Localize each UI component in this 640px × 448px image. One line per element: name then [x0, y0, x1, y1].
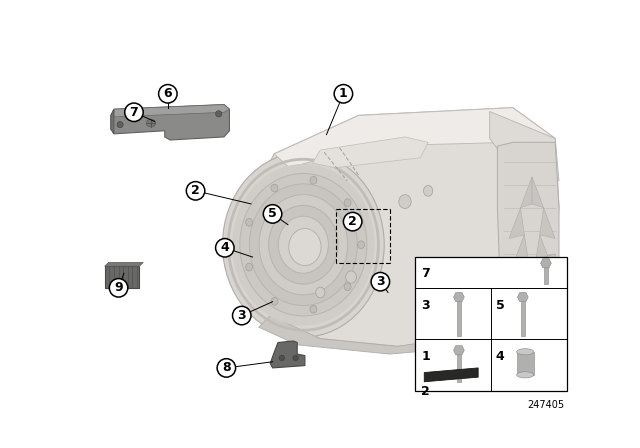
- Ellipse shape: [232, 164, 374, 326]
- Text: 5: 5: [268, 207, 277, 220]
- Ellipse shape: [246, 263, 253, 271]
- Polygon shape: [541, 258, 551, 268]
- Ellipse shape: [424, 185, 433, 196]
- Ellipse shape: [117, 121, 123, 128]
- Bar: [415, 257, 568, 391]
- Circle shape: [216, 238, 234, 257]
- Text: 3: 3: [237, 309, 246, 322]
- Text: 8: 8: [222, 362, 230, 375]
- Bar: [105, 266, 140, 288]
- Ellipse shape: [358, 241, 365, 249]
- Circle shape: [125, 103, 143, 121]
- Polygon shape: [454, 293, 464, 302]
- Polygon shape: [497, 254, 559, 339]
- Bar: [520, 297, 525, 336]
- Ellipse shape: [147, 119, 156, 127]
- Circle shape: [109, 279, 128, 297]
- Polygon shape: [270, 341, 305, 368]
- Ellipse shape: [316, 287, 325, 298]
- Polygon shape: [520, 177, 532, 208]
- Polygon shape: [259, 315, 513, 354]
- Text: 6: 6: [164, 87, 172, 100]
- Ellipse shape: [344, 199, 351, 207]
- Polygon shape: [509, 208, 524, 238]
- Ellipse shape: [279, 355, 285, 361]
- Ellipse shape: [293, 355, 298, 361]
- Text: 9: 9: [115, 281, 123, 294]
- Ellipse shape: [271, 297, 278, 305]
- Circle shape: [334, 85, 353, 103]
- Polygon shape: [111, 109, 114, 134]
- Text: 7: 7: [129, 106, 138, 119]
- Text: 2: 2: [191, 184, 200, 197]
- Ellipse shape: [271, 184, 278, 192]
- Circle shape: [344, 212, 362, 231]
- Ellipse shape: [289, 228, 321, 266]
- Text: 1: 1: [421, 350, 430, 363]
- Text: 4: 4: [496, 350, 504, 363]
- Text: 3: 3: [376, 275, 385, 288]
- Bar: [456, 350, 461, 382]
- Ellipse shape: [216, 111, 221, 117]
- Bar: [516, 352, 534, 375]
- Ellipse shape: [269, 206, 338, 284]
- Polygon shape: [497, 142, 559, 339]
- Polygon shape: [274, 108, 555, 168]
- Text: 247405: 247405: [527, 400, 564, 410]
- Polygon shape: [105, 263, 143, 266]
- Ellipse shape: [344, 283, 351, 291]
- Ellipse shape: [278, 216, 328, 273]
- Text: 5: 5: [496, 299, 504, 312]
- Polygon shape: [540, 208, 555, 238]
- Text: 7: 7: [421, 267, 430, 280]
- Bar: [456, 297, 461, 336]
- Circle shape: [159, 85, 177, 103]
- Polygon shape: [490, 112, 559, 181]
- Ellipse shape: [250, 184, 357, 306]
- Circle shape: [232, 306, 251, 325]
- Ellipse shape: [516, 372, 534, 378]
- Ellipse shape: [240, 173, 367, 316]
- Polygon shape: [424, 368, 478, 382]
- Ellipse shape: [310, 177, 317, 184]
- Ellipse shape: [223, 152, 384, 337]
- Polygon shape: [513, 235, 528, 266]
- Text: 4: 4: [220, 241, 229, 254]
- Circle shape: [371, 272, 390, 291]
- Polygon shape: [114, 104, 230, 117]
- Polygon shape: [532, 177, 543, 208]
- Polygon shape: [111, 104, 230, 140]
- Text: 1: 1: [339, 87, 348, 100]
- Polygon shape: [517, 293, 528, 302]
- Polygon shape: [536, 235, 551, 266]
- Circle shape: [263, 205, 282, 223]
- Polygon shape: [454, 345, 464, 355]
- Ellipse shape: [259, 195, 348, 295]
- Ellipse shape: [516, 349, 534, 355]
- Polygon shape: [312, 137, 428, 168]
- Text: 2: 2: [421, 385, 430, 398]
- Polygon shape: [251, 108, 559, 346]
- Ellipse shape: [399, 195, 411, 208]
- Ellipse shape: [346, 271, 356, 283]
- Bar: [543, 263, 548, 284]
- Text: 3: 3: [421, 299, 430, 312]
- Ellipse shape: [246, 219, 253, 226]
- Circle shape: [217, 359, 236, 377]
- Circle shape: [186, 181, 205, 200]
- Text: 2: 2: [348, 215, 357, 228]
- Ellipse shape: [310, 306, 317, 313]
